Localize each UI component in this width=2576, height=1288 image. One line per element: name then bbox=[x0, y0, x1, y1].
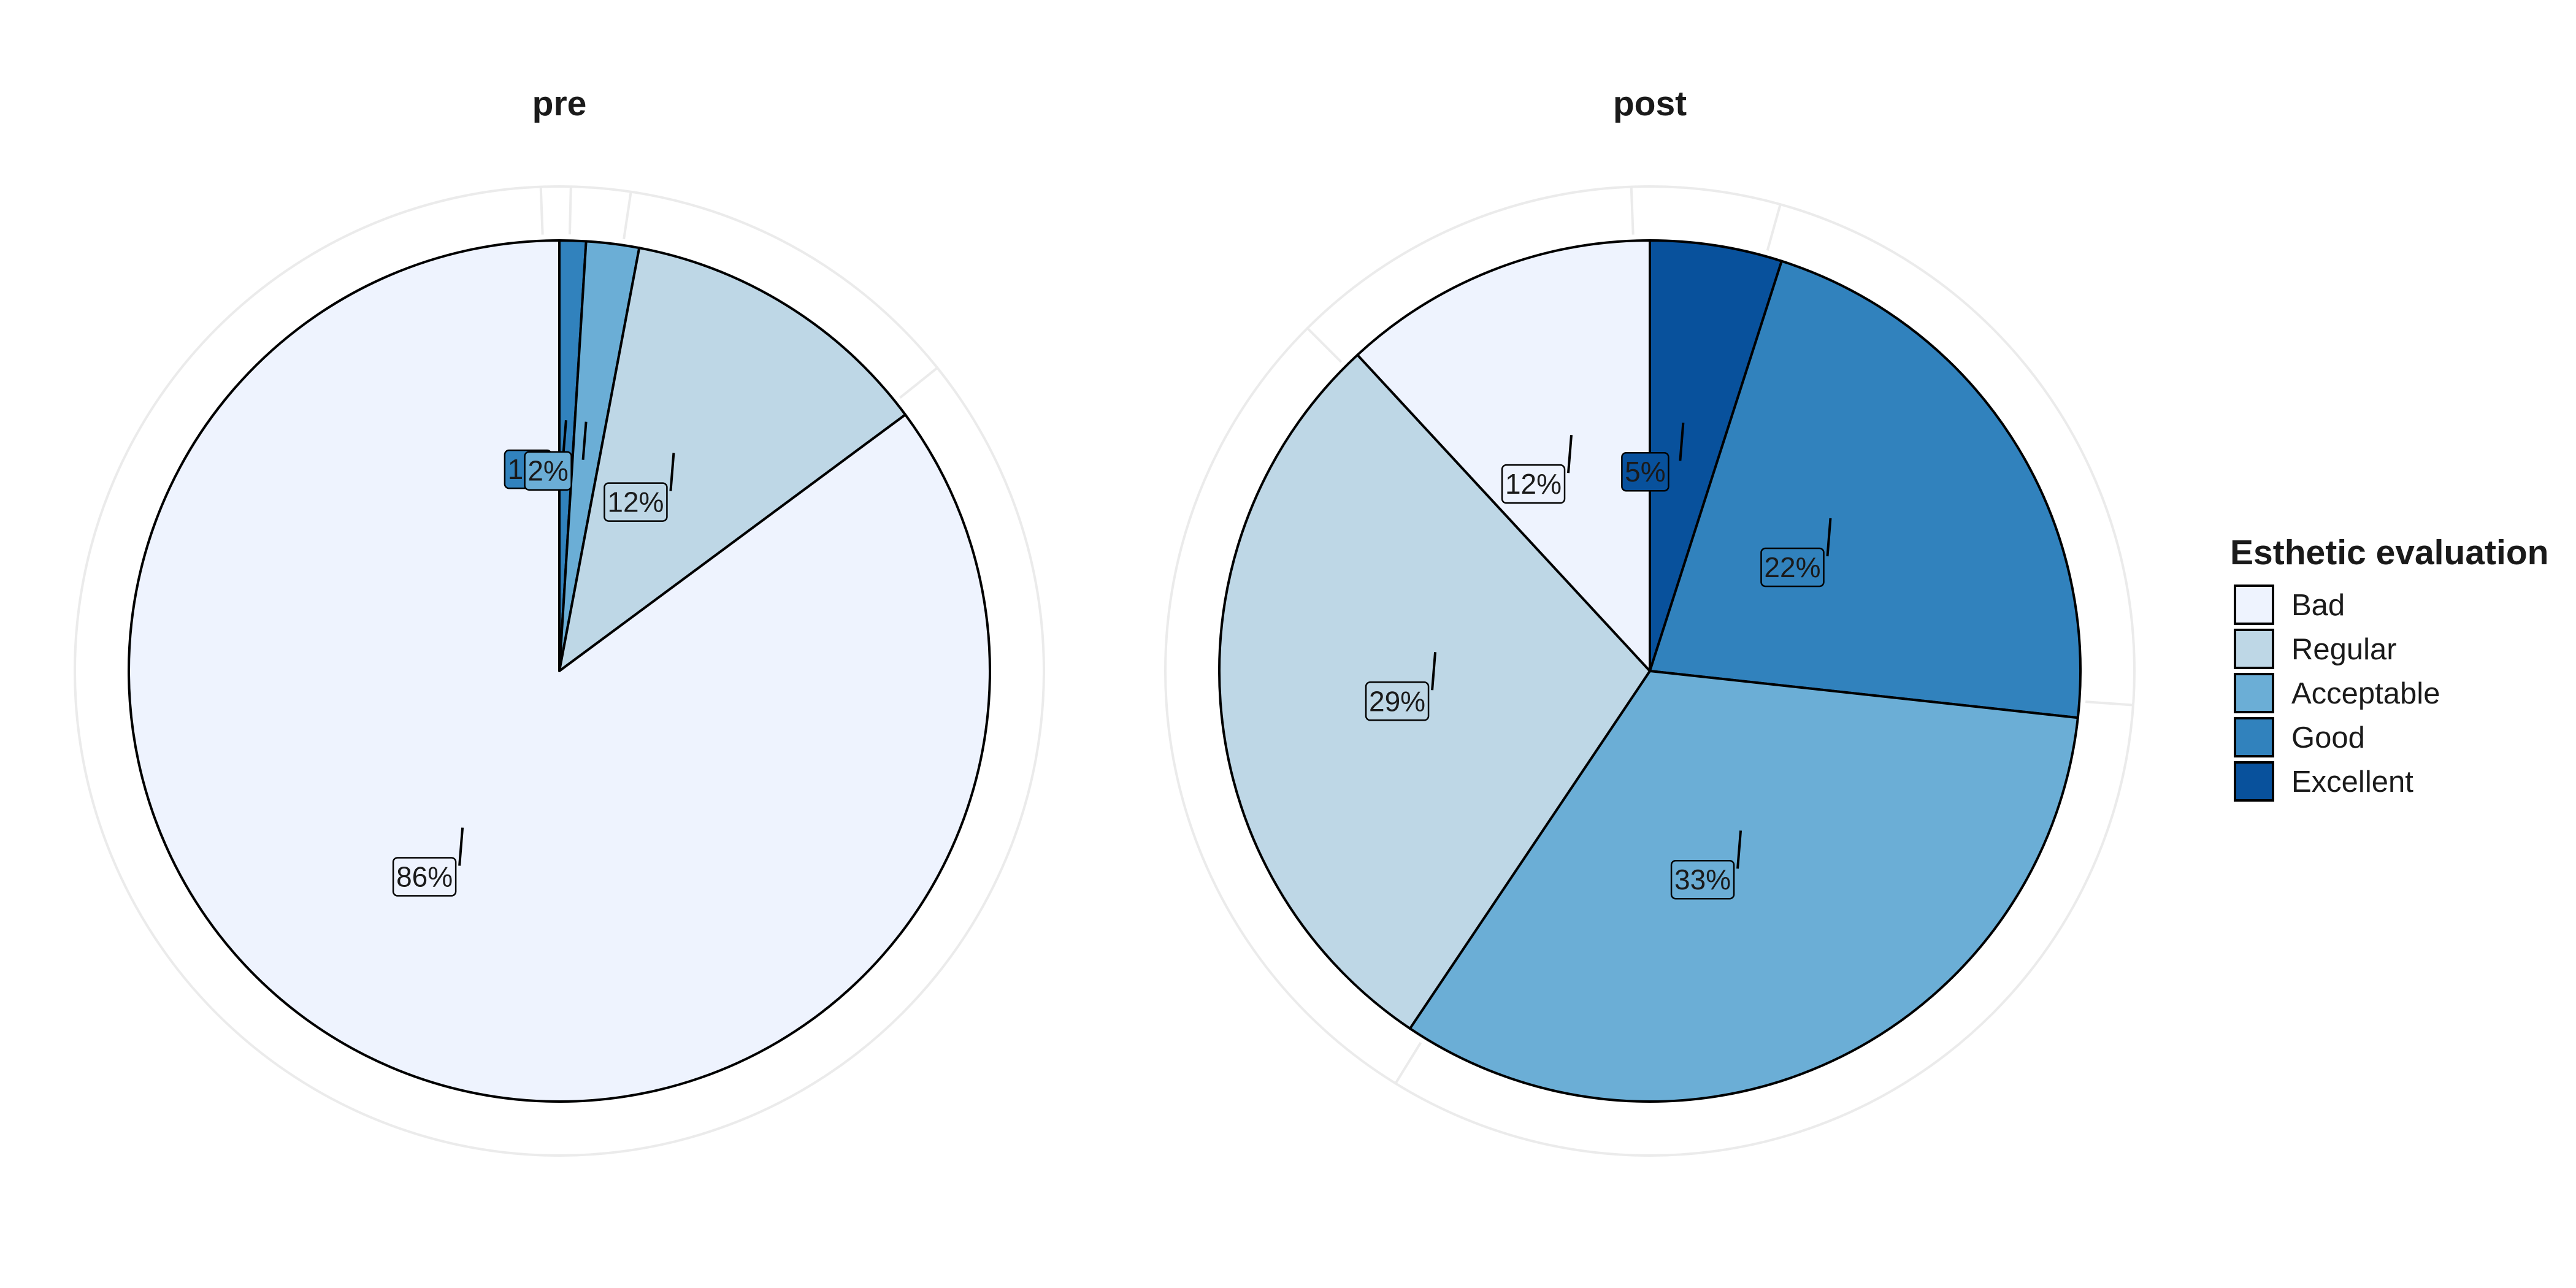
grid-circle bbox=[1164, 185, 2136, 1157]
grid-spoke bbox=[539, 186, 544, 235]
slice-post-good bbox=[1649, 259, 2082, 719]
grid-spoke bbox=[1394, 1041, 1422, 1084]
slice-label-pre-bad: 86% bbox=[396, 861, 453, 892]
label-leader-post-good bbox=[1826, 518, 1832, 557]
label-leader-post-acceptable bbox=[1736, 830, 1742, 869]
slice-post-excellent bbox=[1649, 239, 1783, 672]
label-box-post-regular bbox=[1365, 681, 1430, 721]
label-box-pre-regular bbox=[604, 482, 668, 522]
slice-pre-regular bbox=[558, 247, 907, 672]
slice-label-post-acceptable: 33% bbox=[1674, 864, 1731, 895]
label-box-post-excellent bbox=[1621, 451, 1669, 492]
label-box-post-good bbox=[1760, 547, 1825, 588]
legend-swatch-acceptable bbox=[2234, 673, 2274, 713]
grid-spoke bbox=[899, 367, 938, 399]
legend-swatch-bad bbox=[2234, 585, 2274, 625]
grid-spoke bbox=[1306, 327, 1343, 363]
grid-spoke bbox=[623, 191, 632, 240]
slice-post-acceptable bbox=[1408, 670, 2079, 1103]
grid-spoke bbox=[2085, 700, 2134, 707]
slice-label-post-good: 22% bbox=[1764, 551, 1820, 583]
label-leader-post-bad bbox=[1567, 435, 1573, 473]
legend-swatch-regular bbox=[2234, 629, 2274, 669]
legend: Esthetic evaluation Bad Regular Acceptable… bbox=[2230, 533, 2549, 802]
grid-spoke bbox=[1766, 204, 1782, 251]
pie-panel-post: post 5% 22% 33% 29% 12% bbox=[1164, 84, 2136, 1157]
slice-label-post-bad: 12% bbox=[1505, 468, 1562, 500]
slice-label-pre-acceptable: 2% bbox=[527, 455, 568, 487]
slice-label-post-regular: 29% bbox=[1369, 685, 1425, 717]
legend-label-acceptable: Acceptable bbox=[2291, 677, 2440, 710]
label-box-pre-acceptable bbox=[524, 451, 572, 491]
label-box-post-acceptable bbox=[1670, 859, 1735, 900]
legend-label-excellent: Excellent bbox=[2291, 765, 2413, 799]
label-leader-post-excellent bbox=[1679, 423, 1685, 461]
slice-post-bad bbox=[1356, 239, 1651, 672]
slice-label-post-excellent: 5% bbox=[1625, 456, 1665, 488]
grid-spoke bbox=[568, 186, 572, 235]
label-leader-pre-bad bbox=[458, 827, 464, 866]
label-leader-pre-acceptable bbox=[581, 421, 588, 460]
slice-label-pre-regular: 12% bbox=[607, 486, 664, 518]
label-leader-post-regular bbox=[1431, 652, 1437, 691]
label-box-post-bad bbox=[1501, 464, 1566, 504]
panel-title-pre: pre bbox=[532, 84, 587, 123]
slice-pre-bad bbox=[128, 239, 991, 1103]
legend-swatch-good bbox=[2234, 717, 2274, 757]
grid-circle bbox=[74, 185, 1045, 1157]
legend-label-regular: Regular bbox=[2291, 633, 2397, 666]
slice-post-regular bbox=[1218, 353, 1651, 1030]
pie-panel-pre: pre 1%2%12%86% bbox=[74, 84, 1045, 1157]
legend-swatch-excellent bbox=[2234, 761, 2274, 802]
panel-title-post: post bbox=[1613, 84, 1687, 123]
legend-label-good: Good bbox=[2291, 721, 2365, 754]
legend-title: Esthetic evaluation bbox=[2230, 533, 2549, 572]
legend-label-bad: Bad bbox=[2291, 589, 2345, 622]
label-box-pre-bad bbox=[392, 857, 457, 897]
label-leader-pre-regular bbox=[669, 453, 675, 491]
grid-spoke bbox=[1630, 186, 1635, 235]
